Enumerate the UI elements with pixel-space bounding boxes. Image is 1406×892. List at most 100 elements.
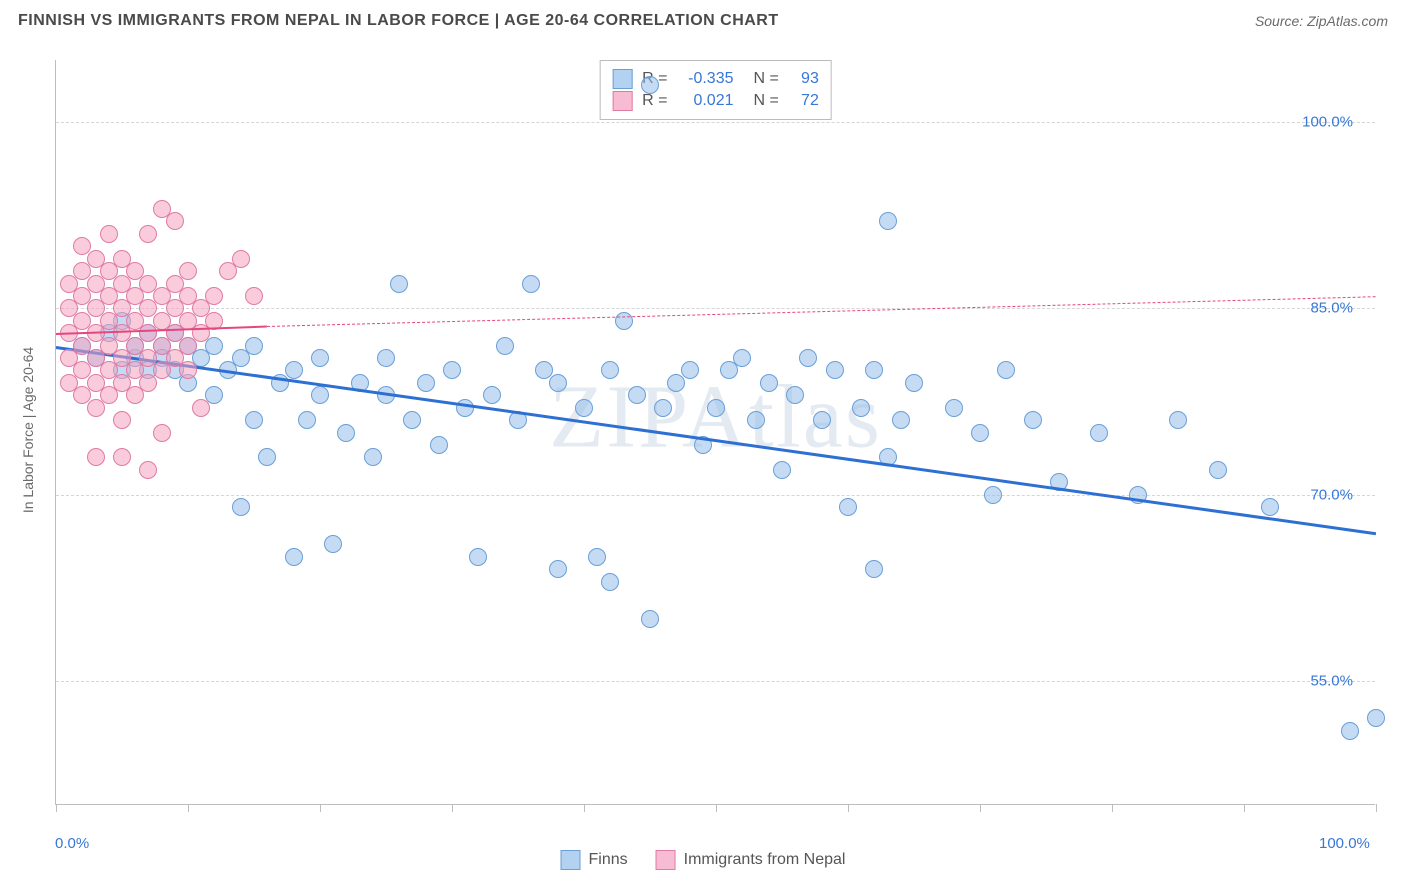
chart-title: FINNISH VS IMMIGRANTS FROM NEPAL IN LABO… — [18, 12, 779, 30]
data-point — [337, 424, 355, 442]
data-point — [615, 312, 633, 330]
data-point — [549, 560, 567, 578]
data-point — [839, 498, 857, 516]
r-label: R = — [642, 92, 667, 110]
data-point — [113, 448, 131, 466]
data-point — [1090, 424, 1108, 442]
data-point — [311, 349, 329, 367]
data-point — [390, 275, 408, 293]
data-point — [905, 374, 923, 392]
x-tick — [980, 804, 981, 812]
data-point — [285, 548, 303, 566]
data-point — [166, 212, 184, 230]
data-point — [245, 337, 263, 355]
data-point — [641, 610, 659, 628]
n-label: N = — [754, 70, 779, 88]
x-tick — [848, 804, 849, 812]
data-point — [892, 411, 910, 429]
data-point — [628, 386, 646, 404]
data-point — [522, 275, 540, 293]
data-point — [786, 386, 804, 404]
y-tick-label: 100.0% — [1302, 114, 1353, 131]
data-point — [298, 411, 316, 429]
data-point — [852, 399, 870, 417]
x-tick — [1112, 804, 1113, 812]
data-point — [179, 262, 197, 280]
gridline — [56, 495, 1375, 496]
data-point — [496, 337, 514, 355]
gridline — [56, 308, 1375, 309]
stats-legend-row: R =0.021N =72 — [612, 91, 819, 111]
data-point — [813, 411, 831, 429]
y-tick-label: 85.0% — [1310, 300, 1353, 317]
x-tick — [716, 804, 717, 812]
legend-swatch — [561, 850, 581, 870]
legend-swatch — [612, 69, 632, 89]
data-point — [100, 225, 118, 243]
data-point — [245, 411, 263, 429]
scatter-chart: ZIPAtlas R =-0.335N =93R =0.021N =72 55.… — [55, 60, 1375, 805]
x-tick — [452, 804, 453, 812]
n-value: 93 — [789, 70, 819, 88]
data-point — [588, 548, 606, 566]
legend-label: Finns — [589, 851, 628, 869]
data-point — [654, 399, 672, 417]
data-point — [997, 361, 1015, 379]
data-point — [311, 386, 329, 404]
data-point — [153, 424, 171, 442]
trend-line — [267, 296, 1376, 327]
data-point — [245, 287, 263, 305]
y-tick-label: 55.0% — [1310, 672, 1353, 689]
data-point — [139, 461, 157, 479]
data-point — [1367, 709, 1385, 727]
r-value: -0.335 — [678, 70, 734, 88]
data-point — [681, 361, 699, 379]
source-attribution: Source: ZipAtlas.com — [1255, 13, 1388, 29]
data-point — [773, 461, 791, 479]
data-point — [1341, 722, 1359, 740]
x-tick — [320, 804, 321, 812]
data-point — [430, 436, 448, 454]
data-point — [601, 361, 619, 379]
data-point — [1024, 411, 1042, 429]
trend-line — [56, 346, 1376, 535]
data-point — [1169, 411, 1187, 429]
data-point — [799, 349, 817, 367]
data-point — [865, 560, 883, 578]
header: FINNISH VS IMMIGRANTS FROM NEPAL IN LABO… — [0, 0, 1406, 38]
data-point — [377, 349, 395, 367]
data-point — [205, 337, 223, 355]
x-tick — [56, 804, 57, 812]
r-value: 0.021 — [678, 92, 734, 110]
data-point — [971, 424, 989, 442]
legend-swatch — [656, 850, 676, 870]
x-tick-label: 100.0% — [1319, 835, 1370, 852]
data-point — [403, 411, 421, 429]
data-point — [285, 361, 303, 379]
x-tick — [1244, 804, 1245, 812]
data-point — [601, 573, 619, 591]
x-tick-label: 0.0% — [55, 835, 89, 852]
watermark: ZIPAtlas — [549, 366, 882, 469]
legend-swatch — [612, 91, 632, 111]
data-point — [87, 448, 105, 466]
data-point — [747, 411, 765, 429]
data-point — [1261, 498, 1279, 516]
data-point — [865, 361, 883, 379]
x-tick — [188, 804, 189, 812]
data-point — [760, 374, 778, 392]
data-point — [733, 349, 751, 367]
n-label: N = — [754, 92, 779, 110]
data-point — [641, 76, 659, 94]
data-point — [417, 374, 435, 392]
data-point — [945, 399, 963, 417]
legend-item: Finns — [561, 850, 628, 870]
data-point — [575, 399, 593, 417]
data-point — [139, 225, 157, 243]
data-point — [205, 287, 223, 305]
data-point — [984, 486, 1002, 504]
x-tick — [1376, 804, 1377, 812]
data-point — [469, 548, 487, 566]
data-point — [192, 399, 210, 417]
data-point — [113, 411, 131, 429]
